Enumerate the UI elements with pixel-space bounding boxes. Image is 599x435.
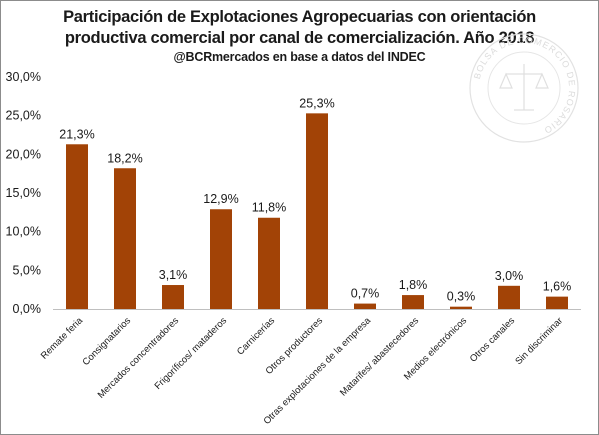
y-tick-label: 10,0% — [6, 225, 41, 239]
bar-value-label: 1,6% — [543, 280, 572, 294]
bar — [354, 303, 376, 309]
bar — [306, 113, 328, 309]
bar — [498, 285, 520, 309]
bar-value-label: 11,8% — [252, 201, 287, 215]
y-axis-tick-labels: 0,0% 5,0% 10,0% 15,0% 20,0% 25,0% 30,0% — [6, 70, 41, 316]
bar-value-label: 1,8% — [399, 278, 428, 292]
x-category-label: Carnicerías — [235, 315, 277, 357]
bar — [114, 168, 136, 309]
bar — [66, 144, 88, 309]
x-category-label: Consignatarios — [81, 315, 134, 368]
bar — [210, 209, 232, 309]
seal-inner-ring — [487, 51, 561, 125]
bar-value-label: 0,7% — [351, 287, 380, 301]
bar-value-label: 3,1% — [159, 268, 188, 282]
x-category-label: Remate feria — [39, 315, 86, 362]
x-category-label: Otros canales — [468, 315, 517, 364]
bar — [450, 306, 472, 309]
bar — [162, 285, 184, 309]
seal-outer-ring — [469, 33, 579, 143]
bar — [402, 295, 424, 309]
y-tick-label: 5,0% — [13, 263, 42, 277]
bar-value-label: 18,2% — [107, 151, 142, 165]
y-tick-label: 25,0% — [6, 109, 41, 123]
y-tick-label: 20,0% — [6, 147, 41, 161]
data-labels-group: 21,3% 18,2% 3,1% 12,9% 11,8% 25,3% 0,7% 1,8% 0,3… — [59, 96, 571, 303]
x-category-label: Matarifes/ abastecedores — [338, 315, 421, 398]
y-tick-label: 30,0% — [6, 70, 41, 84]
bar-value-label: 12,9% — [203, 192, 238, 206]
bar — [546, 296, 568, 309]
x-category-label: Sin discriminar — [513, 315, 565, 367]
chart-subtitle: @BCRmercados en base a datos del INDEC — [173, 50, 426, 64]
bar-value-label: 0,3% — [447, 290, 476, 304]
y-tick-label: 15,0% — [6, 186, 41, 200]
bar-value-label: 21,3% — [59, 127, 94, 141]
x-category-label: Mercados concentradores — [96, 315, 182, 401]
chart-title-line-1: Participación de Explotaciones Agropecua… — [63, 8, 536, 26]
bar-value-label: 3,0% — [495, 269, 524, 283]
bar-value-label: 25,3% — [299, 96, 334, 110]
y-tick-label: 0,0% — [13, 302, 42, 316]
bar — [258, 217, 280, 309]
bars-group — [66, 113, 568, 309]
chart-title-line-2: productiva comercial por canal de comerc… — [64, 29, 535, 47]
seal-emblem — [499, 64, 549, 111]
